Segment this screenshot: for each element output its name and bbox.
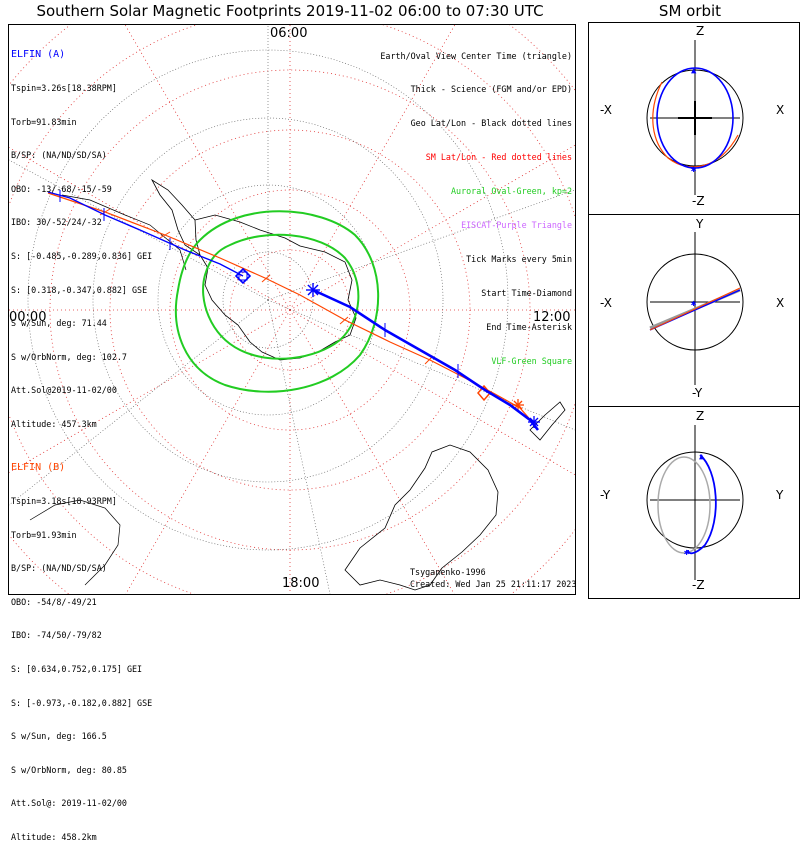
elfin-a-line-5: IBO: 30/-52/24/-32	[11, 217, 102, 228]
elfin-a-line-10: Att.Sol@2019-11-02/00	[11, 385, 117, 396]
legend-item-4: Auroral Oval-Green, kp=2	[450, 186, 572, 197]
orbit-1-right: X	[776, 103, 785, 117]
new-zealand-outline	[529, 401, 566, 441]
elfin-a-line-2: Torb=91.83min	[11, 116, 77, 127]
legend-item-5: EISCAT-Purple Triangle	[461, 220, 572, 231]
elfin-b-line-6: S: [0.634,0.752,0.175] GEI	[11, 663, 143, 674]
orbit-panel-yz: ▲ ✱	[646, 425, 744, 580]
orbit-yz-b	[657, 456, 711, 554]
elfin-a-track	[47, 191, 244, 277]
legend-item-8: End Time-Asterisk	[486, 321, 572, 332]
hour-label-right: 12:00	[533, 310, 571, 325]
elfin-a-line-3: B/SP: (NA/ND/SD/SA)	[11, 150, 107, 161]
elfin-b-line-9: S w/OrbNorm, deg: 80.85	[11, 764, 127, 775]
elfin-a-line-9: S w/OrbNorm, deg: 102.7	[11, 351, 127, 362]
orbit-2-bottom: -Y	[692, 386, 703, 400]
auroral-oval-inner	[202, 233, 360, 360]
elfin-a-ticks	[59, 190, 459, 378]
legend: Earth/Oval View Center Time (triangle) T…	[380, 28, 572, 378]
orbit-panel-xy: ✱	[646, 232, 744, 385]
hour-label-left: 00:00	[9, 310, 47, 325]
south-america-outline	[61, 194, 187, 271]
orbit-1-bottom: -Z	[692, 194, 705, 208]
orbit-3-top: Z	[696, 409, 705, 423]
elfin-b-line-8: S w/Sun, deg: 166.5	[11, 731, 107, 742]
auroral-oval-outer	[174, 210, 380, 393]
elfin-b-line-10: Att.Sol@: 2019-11-02/00	[11, 798, 127, 809]
elfin-b-line-5: IBO: -74/50/-79/82	[11, 630, 102, 641]
orbit-2-top: Y	[696, 217, 704, 231]
orbit-yz-triangle: ▲	[699, 452, 705, 462]
antarctic-peninsula	[150, 178, 201, 256]
elfin-a-end-asterisk	[528, 416, 540, 428]
orbit-yz-asterisk: ✱	[684, 548, 690, 558]
elfin-a-track-science	[312, 288, 540, 431]
polar-map	[9, 25, 575, 594]
antarctica-outline	[194, 214, 357, 361]
orbit-title: SM orbit	[658, 2, 722, 20]
elfin-b-line-4: OBO: -54/8/-49/21	[11, 596, 97, 607]
elfin-b-line-7: S: [-0.973,-0.182,0.882] GSE	[11, 697, 153, 708]
elfin-a-line-8: S w/Sun, deg: 71.44	[11, 318, 107, 329]
elfin-b-line-1: Tspin=3.18s[18.93RPM]	[11, 496, 117, 506]
orbit-yz-a	[687, 454, 717, 555]
legend-item-2: Geo Lat/Lon - Black dotted lines	[410, 118, 572, 129]
legend-item-3: SM Lat/Lon - Red dotted lines	[425, 152, 572, 163]
plot-title: Southern Solar Magnetic Footprints 2019-…	[36, 2, 544, 20]
orbit-panel-xz: ▲ ✱	[646, 40, 744, 195]
created-timestamp: Created: Wed Jan 25 21:11:17 2023	[410, 579, 577, 589]
map-frame	[8, 24, 576, 595]
legend-item-9: VLF-Green Square	[491, 355, 572, 366]
elfin-a-start-square	[238, 271, 248, 281]
orbit-1-top: Z	[696, 24, 705, 38]
orbit-3-bottom: -Z	[692, 578, 705, 592]
orbit-frame-3	[588, 406, 800, 599]
sm-lon-lines	[9, 25, 575, 594]
elfin-a-info: ELFIN (A) Tspin=3.26s[18.38RPM] Torb=91.…	[11, 27, 152, 441]
legend-item-7: Start Time-Diamond	[481, 287, 572, 298]
legend-item-1: Thick - Science (FGM and/or EPD)	[410, 84, 572, 95]
elfin-a-line-7: S: [0.318,-0.347,0.882] GSE	[11, 284, 148, 295]
legend-item-0: Earth/Oval View Center Time (triangle)	[380, 50, 572, 61]
elfin-a-line-1: Tspin=3.26s[18.38RPM]	[11, 83, 117, 93]
orbit-xz-a	[656, 67, 734, 169]
elfin-b-line-11: Altitude: 458.2km	[11, 831, 97, 842]
legend-item-6: Tick Marks every 5min	[466, 253, 572, 264]
orbit-2-right: X	[776, 296, 785, 310]
elfin-b-line-3: B/SP: (NA/ND/SD/SA)	[11, 563, 107, 574]
orbit-2-left: -X	[600, 296, 612, 310]
elfin-b-line-2: Torb=91.93min	[11, 529, 77, 540]
orbit-3-right: Y	[776, 488, 784, 502]
australia-outline	[344, 444, 499, 591]
elfin-a-start-diamond	[234, 267, 252, 285]
elfin-a-line-6: S: [-0.485,-0.289,0.836] GEI	[11, 250, 153, 261]
elfin-a-center-asterisk	[306, 283, 320, 297]
orbit-xy-asterisk: ✱	[691, 299, 697, 309]
elfin-a-line-4: OBO: -13/-68/-15/-59	[11, 183, 112, 194]
model-credit: Tsyganenko-1996	[410, 567, 486, 577]
hour-label-top: 06:00	[270, 26, 308, 41]
elfin-b-info: ELFIN (B) Tspin=3.18s[18.93RPM] Torb=91.…	[11, 440, 152, 854]
africa-outline	[29, 499, 121, 586]
orbit-xz-triangle: ▲	[691, 66, 697, 76]
orbit-3-left: -Y	[600, 488, 611, 502]
elfin-a-line-0: ELFIN (A)	[11, 49, 66, 61]
hour-label-bottom: 18:00	[282, 576, 320, 591]
orbit-xz-asterisk: ✱	[691, 165, 697, 175]
elfin-a-line-11: Altitude: 457.3km	[11, 418, 97, 429]
orbit-1-left: -X	[600, 103, 612, 117]
elfin-b-line-0: ELFIN (B)	[11, 462, 66, 474]
